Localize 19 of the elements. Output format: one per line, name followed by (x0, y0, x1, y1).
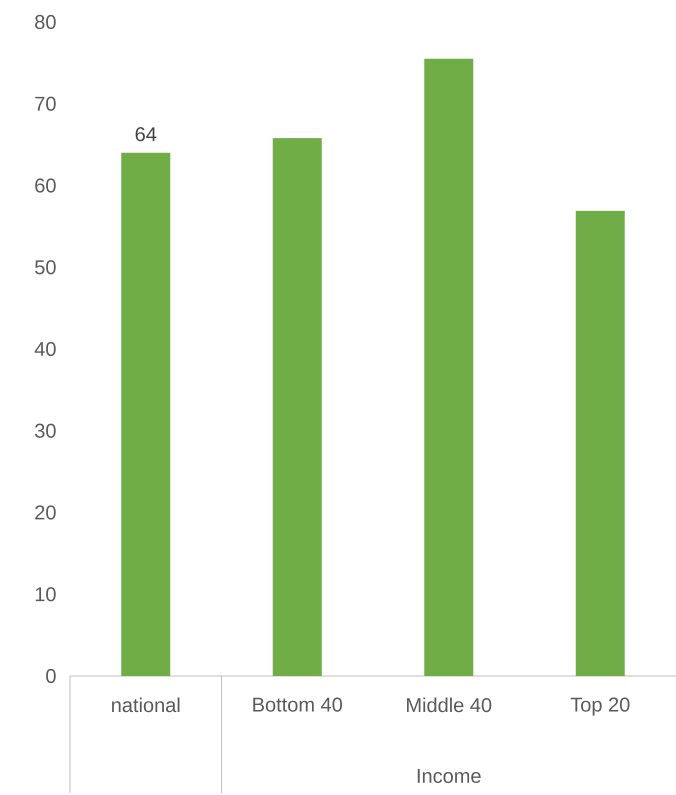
y-tick-label: 40 (34, 342, 56, 356)
bar (121, 152, 170, 676)
y-tick-label: 10 (36, 587, 56, 602)
bar (424, 58, 474, 676)
x-tick-label: national (112, 698, 180, 712)
y-tick-label: 60 (35, 178, 56, 193)
y-tick-label: 80 (35, 14, 56, 30)
y-tick-label: 30 (35, 424, 56, 438)
y-tick-label: 0 (46, 668, 56, 684)
data-label: 64 (136, 127, 156, 142)
bar (272, 138, 322, 676)
y-tick-label: 20 (35, 505, 56, 520)
x-tick-label: Middle 40 (407, 698, 492, 712)
bar (576, 210, 625, 676)
y-tick-label: 50 (35, 260, 56, 274)
text: Income (418, 769, 481, 783)
x-tick-label: Bottom 40 (253, 698, 342, 712)
x-tick-label: Top 20 (570, 698, 630, 716)
y-tick-label: 70 (35, 96, 56, 111)
